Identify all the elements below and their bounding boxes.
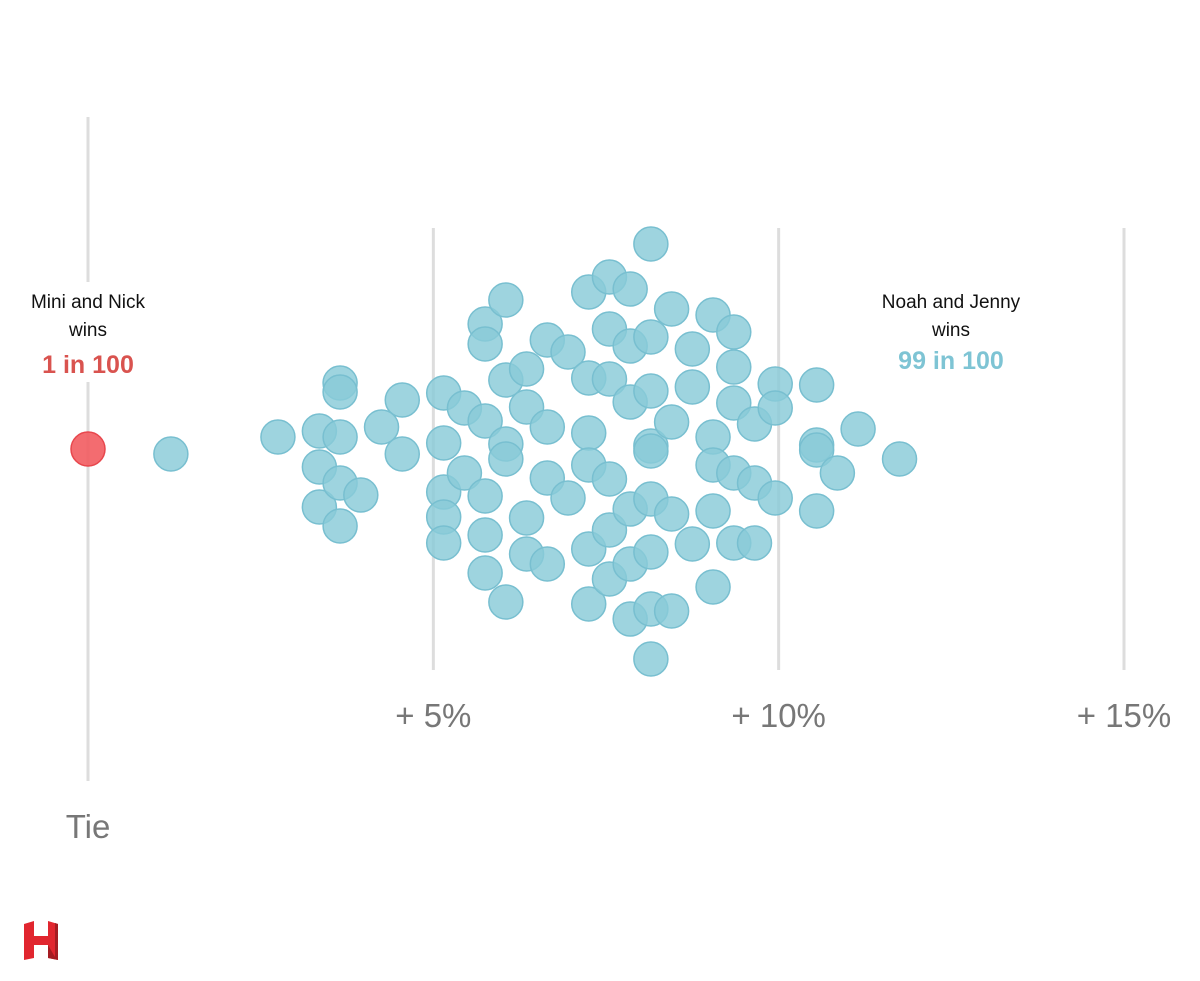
x-tick-label: + 15%: [1077, 697, 1172, 734]
outcome-dot-right: [529, 409, 566, 445]
outcome-dot-right: [508, 500, 545, 536]
outcome-dot-right: [570, 415, 607, 451]
x-tick-labels: Tie + 5% + 10% + 15%: [66, 697, 1172, 845]
outcome-dots: [70, 226, 918, 677]
outcome-dot-right: [716, 349, 752, 385]
right-annotation-line2: wins: [931, 320, 970, 341]
outcome-dot-right: [881, 441, 918, 477]
outcome-dot-right: [508, 351, 545, 387]
outcome-dot-right: [550, 334, 586, 370]
outcome-dot-right: [716, 314, 752, 350]
outcome-dot-right: [695, 569, 731, 605]
outcome-dot-right: [153, 436, 189, 472]
outcome-dot-right: [467, 555, 503, 591]
outcome-dot-right: [529, 546, 566, 582]
outcome-dot-right: [363, 409, 400, 445]
outcome-dot-right: [757, 390, 793, 426]
gridlines: [86, 117, 1126, 781]
left-annotation-line1: Mini and Nick: [31, 292, 146, 313]
outcome-dot-right: [798, 432, 835, 468]
outcome-dot-right: [674, 526, 711, 562]
outcome-dot-left: [70, 431, 106, 467]
outcome-dot-right: [798, 367, 835, 403]
outcome-dot-right: [446, 455, 483, 491]
outcome-dot-right: [591, 361, 628, 397]
x-tick-label: + 5%: [395, 697, 471, 734]
outcome-dot-right: [425, 425, 462, 461]
outcome-dot-right: [757, 480, 793, 516]
outcome-dot-right: [653, 404, 690, 440]
outcome-dot-right: [488, 282, 524, 318]
outcome-dot-right: [840, 411, 876, 447]
outcome-dot-right: [695, 493, 731, 529]
annotations: Mini and Nick wins 1 in 100 Noah and Jen…: [10, 282, 1021, 382]
outcome-dot-right: [488, 441, 524, 477]
outcome-dot-right: [819, 455, 856, 491]
outcome-dot-right: [322, 419, 358, 455]
outcome-dot-right: [322, 374, 358, 410]
outcome-dot-right: [633, 433, 669, 469]
left-annotation-odds: 1 in 100: [42, 351, 134, 379]
outcome-dot-right: [384, 436, 421, 472]
outcome-dot-right: [384, 382, 421, 418]
outcome-dot-right: [633, 226, 669, 262]
outcome-dot-right: [467, 326, 503, 362]
outcome-dot-right: [591, 461, 628, 497]
left-annotation-line2: wins: [68, 320, 107, 341]
outcome-dot-right: [322, 508, 358, 544]
outcome-dot-right: [653, 291, 690, 327]
outcome-dot-right: [736, 525, 773, 561]
outcome-dot-right: [343, 477, 379, 513]
outcome-dot-right: [425, 525, 462, 561]
outcome-dot-right: [633, 373, 669, 409]
outcome-dot-right: [633, 534, 669, 570]
x-tick-label: + 10%: [731, 697, 826, 734]
h-logo-icon: [24, 921, 58, 960]
outcome-dot-right: [488, 584, 524, 620]
right-annotation-line1: Noah and Jenny: [882, 292, 1021, 313]
outcome-dot-right: [260, 419, 296, 455]
outcome-dot-right: [467, 517, 503, 553]
left-annotation-background: [10, 282, 168, 382]
outcome-dot-right: [653, 496, 690, 532]
outcome-dot-right: [674, 369, 711, 405]
outcome-dot-right: [550, 480, 586, 516]
outcome-dot-right: [633, 641, 669, 677]
x-tick-label: Tie: [66, 808, 111, 845]
outcome-dot-right: [653, 593, 690, 629]
outcome-dot-right: [467, 403, 503, 439]
outcome-dot-right: [674, 331, 711, 367]
outcome-dot-right: [467, 478, 503, 514]
outcome-dot-right: [633, 319, 669, 355]
right-annotation-odds: 99 in 100: [898, 347, 1004, 375]
outcome-dot-right: [570, 586, 607, 622]
outcome-dot-right: [612, 271, 648, 307]
outcome-dot-right: [798, 493, 835, 529]
